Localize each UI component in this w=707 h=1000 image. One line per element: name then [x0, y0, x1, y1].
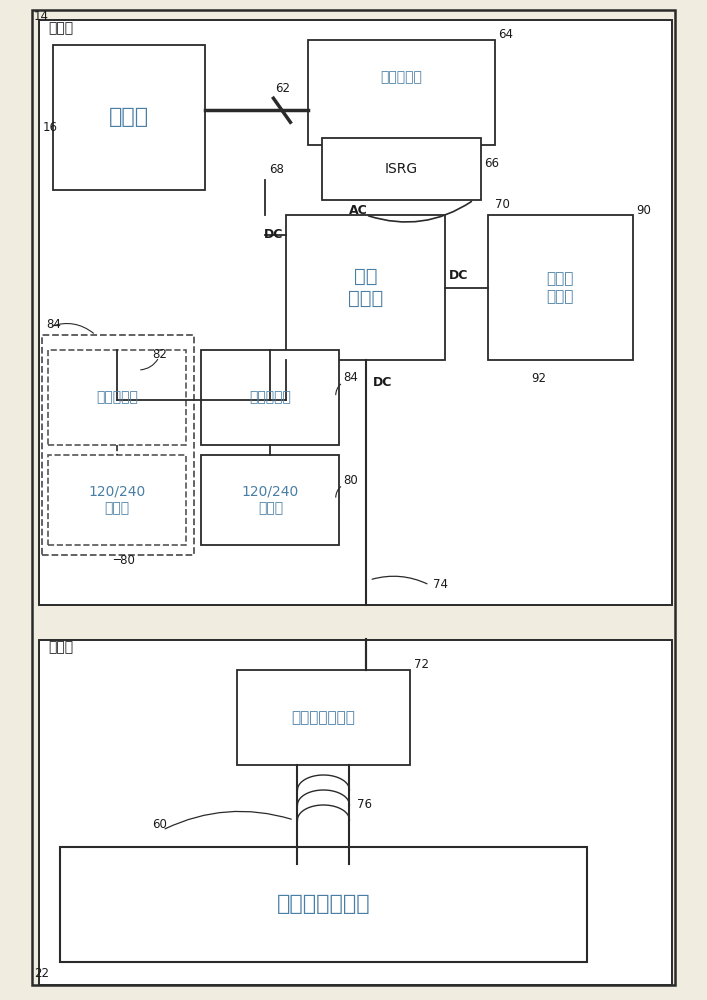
Text: 72: 72 [414, 659, 428, 672]
Text: DC: DC [264, 229, 283, 241]
Text: 功率转换器: 功率转换器 [96, 390, 138, 404]
Text: 22: 22 [34, 967, 49, 980]
Text: 60: 60 [152, 818, 167, 832]
Text: 92: 92 [531, 371, 547, 384]
Text: 120/240
插座板: 120/240 插座板 [242, 485, 299, 515]
FancyBboxPatch shape [286, 215, 445, 360]
Text: 80: 80 [343, 474, 358, 487]
FancyBboxPatch shape [201, 455, 339, 545]
FancyBboxPatch shape [308, 40, 495, 145]
FancyBboxPatch shape [53, 45, 205, 190]
FancyBboxPatch shape [39, 640, 672, 985]
Text: 牵引机: 牵引机 [48, 21, 74, 35]
Text: 动力源: 动力源 [109, 107, 149, 127]
Text: 62: 62 [275, 82, 290, 95]
Text: 70: 70 [495, 198, 510, 212]
FancyBboxPatch shape [39, 20, 672, 605]
FancyBboxPatch shape [32, 10, 675, 985]
Text: DC: DC [449, 269, 468, 282]
Text: 熨平板: 熨平板 [48, 640, 74, 654]
Text: 泵驱动装置: 泵驱动装置 [380, 70, 422, 85]
Text: 功率转换器: 功率转换器 [250, 390, 291, 404]
FancyBboxPatch shape [60, 847, 587, 962]
FancyBboxPatch shape [201, 350, 339, 445]
Text: 66: 66 [484, 157, 499, 170]
Text: 区域电力配电箱: 区域电力配电箱 [291, 710, 356, 725]
FancyBboxPatch shape [322, 138, 481, 200]
Text: 68: 68 [269, 163, 284, 176]
Text: 功率
转换器: 功率 转换器 [349, 267, 383, 308]
Text: 熨平板加热元件: 熨平板加热元件 [276, 894, 370, 914]
Text: 64: 64 [498, 28, 513, 41]
Text: ISRG: ISRG [385, 162, 418, 176]
FancyBboxPatch shape [48, 350, 186, 445]
Text: AC: AC [349, 204, 368, 217]
Text: ─80: ─80 [113, 554, 135, 566]
Text: 16: 16 [42, 121, 57, 134]
FancyBboxPatch shape [48, 455, 186, 545]
Text: 绝缘监
控系统: 绝缘监 控系统 [547, 271, 574, 304]
Text: 120/240
插座板: 120/240 插座板 [88, 485, 146, 515]
Text: 84: 84 [343, 371, 358, 384]
Text: 84: 84 [46, 318, 61, 332]
Text: DC: DC [373, 375, 392, 388]
Text: 90: 90 [636, 204, 651, 217]
Text: 82: 82 [152, 349, 167, 361]
Text: 74: 74 [433, 578, 448, 591]
Text: 76: 76 [356, 798, 371, 812]
Text: 14: 14 [34, 10, 49, 23]
FancyBboxPatch shape [488, 215, 633, 360]
FancyBboxPatch shape [237, 670, 410, 765]
